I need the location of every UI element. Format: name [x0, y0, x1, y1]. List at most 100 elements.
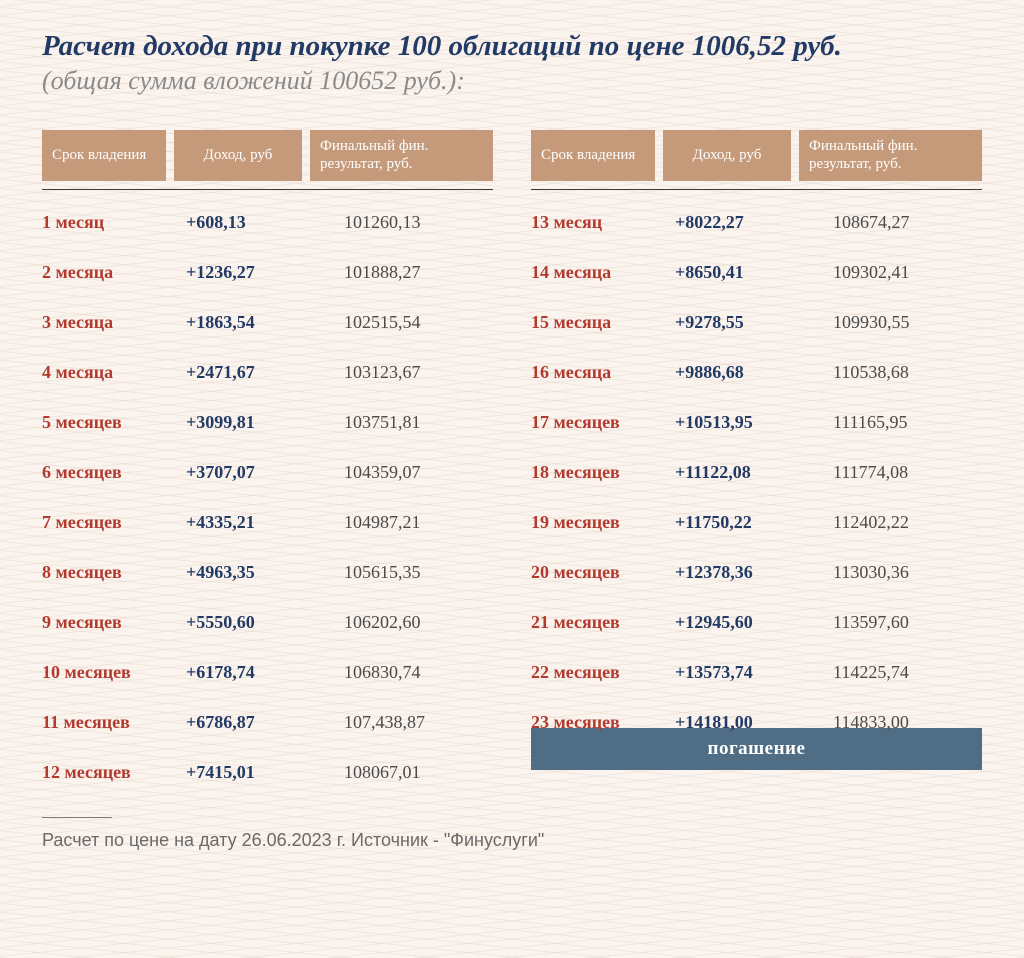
cell-result: 110538,68 — [825, 362, 982, 383]
cell-period: 3 месяца — [42, 312, 186, 333]
redemption-row: погашение — [531, 728, 982, 770]
cell-income: +11122,08 — [675, 462, 825, 483]
header-result: Финальный фин. результат, руб. — [310, 130, 493, 181]
cell-income: +6178,74 — [186, 662, 336, 683]
cell-result: 113597,60 — [825, 612, 982, 633]
cell-income: +3707,07 — [186, 462, 336, 483]
cell-period: 9 месяцев — [42, 612, 186, 633]
table-row: 11 месяцев+6786,87107,438,87 — [42, 712, 493, 733]
cell-result: 111774,08 — [825, 462, 982, 483]
cell-period: 20 месяцев — [531, 562, 675, 583]
header-period: Срок владения — [42, 130, 166, 181]
cell-period: 12 месяцев — [42, 762, 186, 783]
cell-period: 18 месяцев — [531, 462, 675, 483]
cell-period: 6 месяцев — [42, 462, 186, 483]
cell-income: +6786,87 — [186, 712, 336, 733]
cell-income: +13573,74 — [675, 662, 825, 683]
table-row: 18 месяцев+11122,08111774,08 — [531, 462, 982, 483]
cell-result: 111165,95 — [825, 412, 982, 433]
cell-period: 16 месяца — [531, 362, 675, 383]
cell-income: +608,13 — [186, 212, 336, 233]
cell-result: 103123,67 — [336, 362, 493, 383]
table-row: 17 месяцев+10513,95111165,95 — [531, 412, 982, 433]
cell-income: +10513,95 — [675, 412, 825, 433]
cell-period: 15 месяца — [531, 312, 675, 333]
cell-period: 11 месяцев — [42, 712, 186, 733]
cell-income: +12378,36 — [675, 562, 825, 583]
table-row: 13 месяц+8022,27108674,27 — [531, 212, 982, 233]
cell-result: 107,438,87 — [336, 712, 493, 733]
cell-result: 108067,01 — [336, 762, 493, 783]
page-title: Расчет дохода при покупке 100 облигаций … — [42, 28, 982, 64]
cell-income: +3099,81 — [186, 412, 336, 433]
cell-result: 104987,21 — [336, 512, 493, 533]
cell-period: 17 месяцев — [531, 412, 675, 433]
cell-period: 10 месяцев — [42, 662, 186, 683]
table-row: 2 месяца+1236,27101888,27 — [42, 262, 493, 283]
cell-income: +11750,22 — [675, 512, 825, 533]
cell-result: 114225,74 — [825, 662, 982, 683]
cell-income: +12945,60 — [675, 612, 825, 633]
cell-period: 14 месяца — [531, 262, 675, 283]
header-income: Доход, руб — [174, 130, 302, 181]
cell-result: 103751,81 — [336, 412, 493, 433]
cell-income: +5550,60 — [186, 612, 336, 633]
cell-period: 1 месяц — [42, 212, 186, 233]
header-result: Финальный фин. результат, руб. — [799, 130, 982, 181]
cell-period: 19 месяцев — [531, 512, 675, 533]
cell-result: 106830,74 — [336, 662, 493, 683]
table-row: 10 месяцев+6178,74106830,74 — [42, 662, 493, 683]
cell-period: 2 месяца — [42, 262, 186, 283]
cell-income: +4335,21 — [186, 512, 336, 533]
table-row: 14 месяца+8650,41109302,41 — [531, 262, 982, 283]
tables-container: Срок владения Доход, руб Финальный фин. … — [42, 130, 982, 783]
cell-result: 104359,07 — [336, 462, 493, 483]
footnote-separator — [42, 817, 112, 818]
table-row: 22 месяцев+13573,74114225,74 — [531, 662, 982, 683]
cell-result: 101260,13 — [336, 212, 493, 233]
right-header: Срок владения Доход, руб Финальный фин. … — [531, 130, 982, 181]
cell-result: 105615,35 — [336, 562, 493, 583]
cell-result: 114833,00 — [825, 712, 982, 733]
cell-result: 112402,22 — [825, 512, 982, 533]
table-row: 1 месяц+608,13101260,13 — [42, 212, 493, 233]
cell-income: +7415,01 — [186, 762, 336, 783]
table-row: 3 месяца+1863,54102515,54 — [42, 312, 493, 333]
table-row: 16 месяца+9886,68110538,68 — [531, 362, 982, 383]
right-table: Срок владения Доход, руб Финальный фин. … — [531, 130, 982, 783]
cell-income: +14181,00 — [675, 712, 825, 733]
cell-result: 109930,55 — [825, 312, 982, 333]
cell-income: +2471,67 — [186, 362, 336, 383]
right-rows: 13 месяц+8022,27108674,27 14 месяца+8650,… — [531, 212, 982, 733]
left-table: Срок владения Доход, руб Финальный фин. … — [42, 130, 493, 783]
table-row: 7 месяцев+4335,21104987,21 — [42, 512, 493, 533]
left-header: Срок владения Доход, руб Финальный фин. … — [42, 130, 493, 181]
table-row: 19 месяцев+11750,22112402,22 — [531, 512, 982, 533]
left-separator — [42, 189, 493, 190]
table-row: 8 месяцев+4963,35105615,35 — [42, 562, 493, 583]
cell-period: 8 месяцев — [42, 562, 186, 583]
cell-income: +9278,55 — [675, 312, 825, 333]
cell-result: 113030,36 — [825, 562, 982, 583]
cell-result: 106202,60 — [336, 612, 493, 633]
table-row: 4 месяца+2471,67103123,67 — [42, 362, 493, 383]
table-row: 15 месяца+9278,55109930,55 — [531, 312, 982, 333]
cell-result: 101888,27 — [336, 262, 493, 283]
table-row: 12 месяцев+7415,01108067,01 — [42, 762, 493, 783]
table-row: 9 месяцев+5550,60106202,60 — [42, 612, 493, 633]
cell-income: +9886,68 — [675, 362, 825, 383]
header-income: Доход, руб — [663, 130, 791, 181]
cell-income: +8650,41 — [675, 262, 825, 283]
cell-income: +1236,27 — [186, 262, 336, 283]
cell-result: 102515,54 — [336, 312, 493, 333]
table-row: 6 месяцев+3707,07104359,07 — [42, 462, 493, 483]
redemption-banner: погашение — [531, 728, 982, 770]
right-separator — [531, 189, 982, 190]
table-row: 5 месяцев+3099,81103751,81 — [42, 412, 493, 433]
cell-period: 22 месяцев — [531, 662, 675, 683]
table-row: 23 месяцев+14181,00114833,00 — [531, 712, 982, 733]
footnote: Расчет по цене на дату 26.06.2023 г. Ист… — [42, 830, 982, 851]
cell-result: 109302,41 — [825, 262, 982, 283]
cell-period: 4 месяца — [42, 362, 186, 383]
cell-income: +8022,27 — [675, 212, 825, 233]
